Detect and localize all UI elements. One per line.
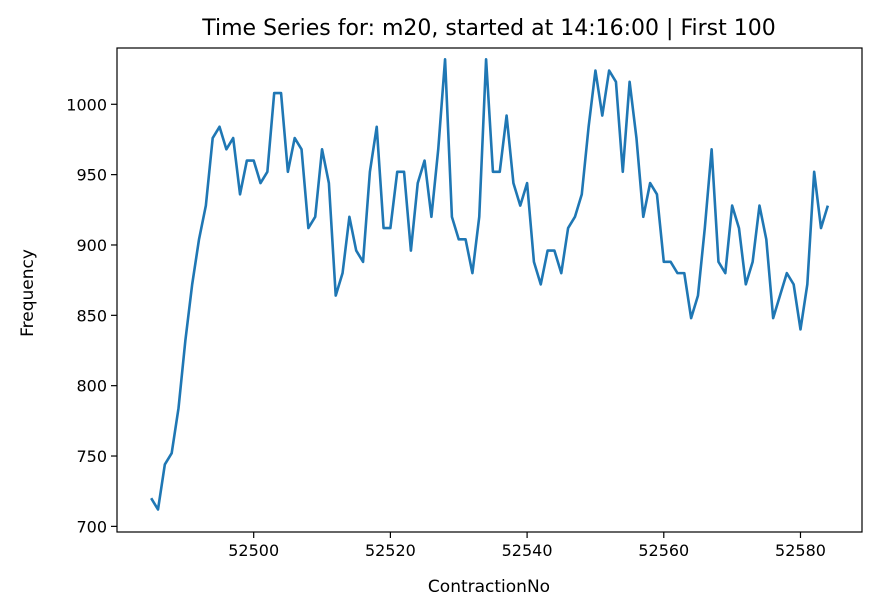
y-axis-label: Frequency [18, 249, 38, 337]
x-tick-label: 52500 [228, 541, 279, 560]
y-tick-label: 750 [76, 447, 107, 466]
series-line [150, 57, 830, 511]
y-tick-label: 1000 [66, 95, 107, 114]
chart-title: Time Series for: m20, started at 14:16:0… [201, 16, 775, 41]
y-tick-label: 850 [76, 306, 107, 325]
x-tick-label: 52520 [365, 541, 416, 560]
x-tick-label: 52580 [775, 541, 826, 560]
y-tick-label: 900 [76, 236, 107, 255]
y-tick-label: 950 [76, 166, 107, 185]
y-tick-label: 700 [76, 517, 107, 536]
x-tick-label: 52560 [638, 541, 689, 560]
y-tick-label: 800 [76, 377, 107, 396]
plot-frame [116, 47, 863, 533]
x-axis-label: ContractionNo [428, 577, 550, 597]
x-tick-label: 52540 [502, 541, 553, 560]
plot-area: 52500 52520 52540 52560 52580 700 750 800 850 900… [66, 47, 863, 560]
